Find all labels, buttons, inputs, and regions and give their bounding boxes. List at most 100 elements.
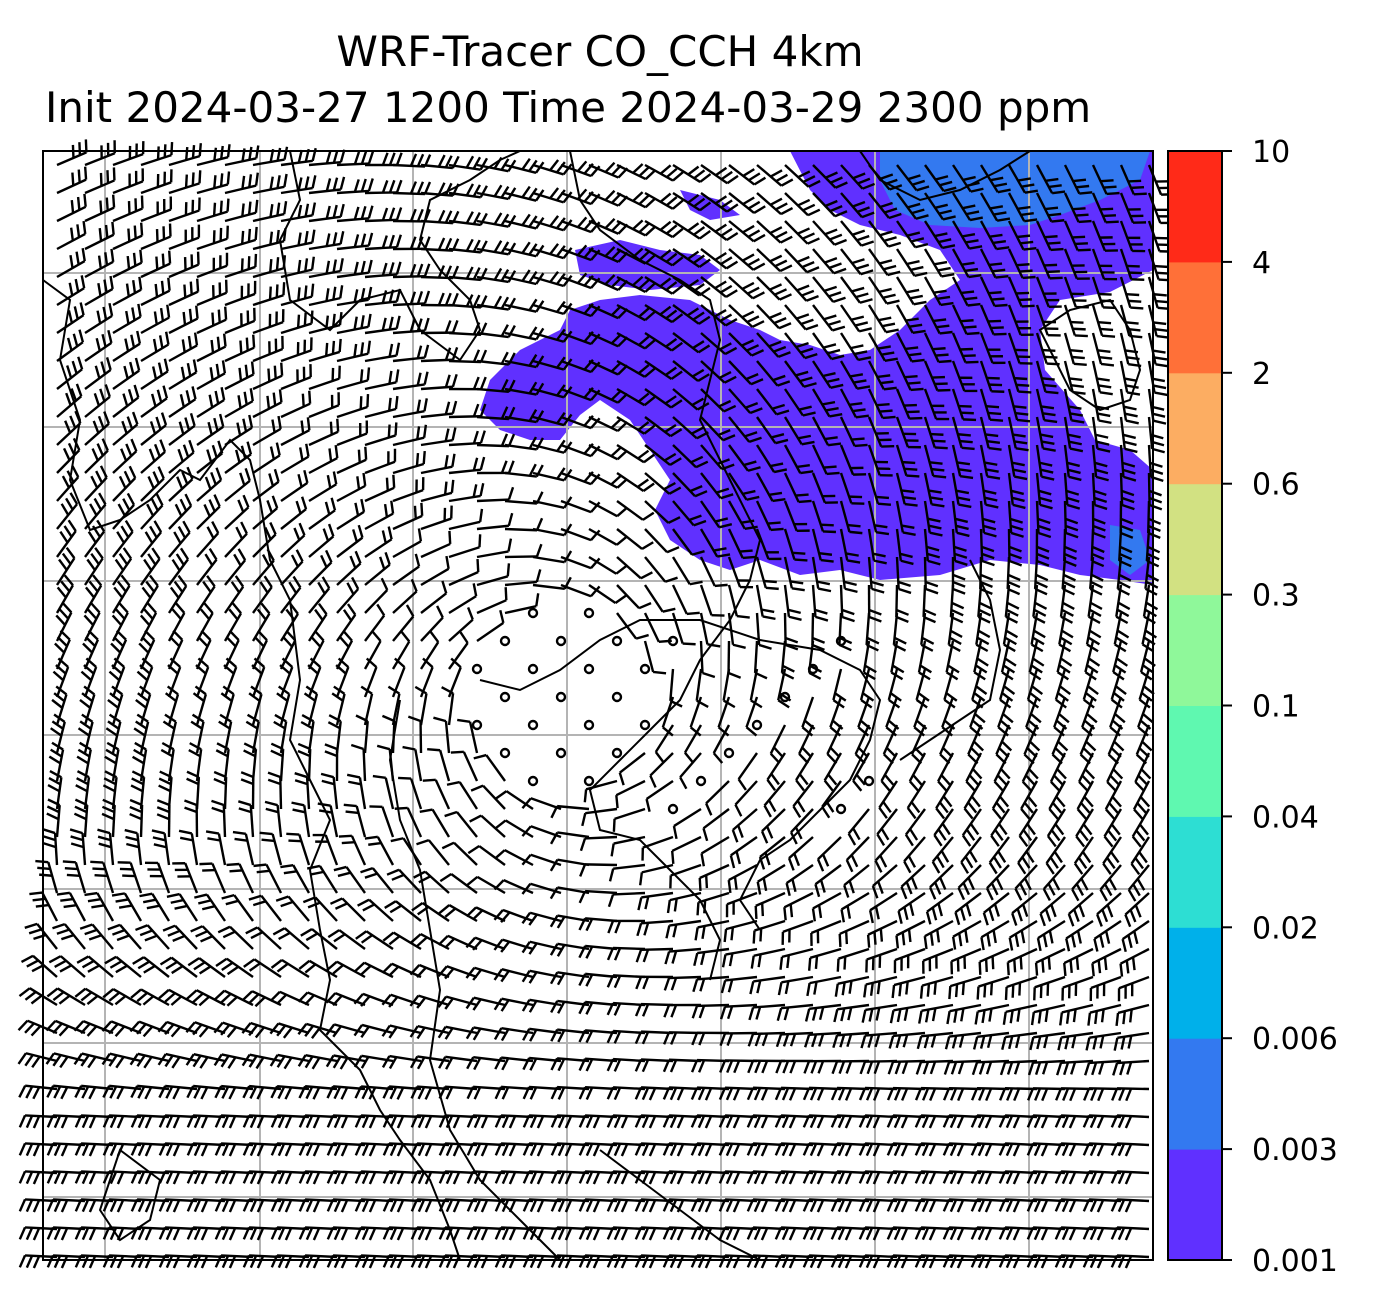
wind-barb <box>588 499 628 518</box>
calm-wind-circle <box>527 719 539 731</box>
wind-barb <box>224 494 250 530</box>
wind-barb <box>974 1003 1010 1025</box>
map-frame <box>42 150 1154 1261</box>
wind-barb <box>727 472 760 501</box>
calm-wind-circle <box>611 691 623 703</box>
wind-barb <box>1115 1003 1150 1027</box>
wind-barb <box>394 806 423 838</box>
wind-barb <box>1119 500 1134 539</box>
wind-barb <box>196 144 231 167</box>
wind-barb <box>308 176 346 195</box>
wind-barb <box>608 863 646 882</box>
wind-barb <box>353 1023 394 1038</box>
wind-barb <box>73 798 89 838</box>
wind-barb <box>1035 528 1050 567</box>
wind-barb <box>226 862 255 894</box>
wind-barb <box>280 469 309 502</box>
wind-barb <box>683 724 703 764</box>
wind-barb <box>832 1031 870 1049</box>
wind-barb <box>811 472 838 504</box>
wind-barb <box>679 752 702 790</box>
wind-barb <box>97 828 115 866</box>
wind-barb <box>108 657 126 698</box>
wind-barb <box>46 798 61 838</box>
colorbar-segment <box>1168 927 1222 1039</box>
wind-barb <box>56 193 87 223</box>
wind-barb <box>73 1052 114 1069</box>
wind-barb <box>264 800 283 838</box>
wind-barb <box>1063 947 1094 977</box>
wind-barb <box>1063 528 1078 567</box>
wind-barb <box>1095 892 1122 927</box>
wind-barb <box>185 1021 226 1038</box>
wind-barb <box>588 274 629 292</box>
wind-barb <box>700 248 739 270</box>
wind-barb <box>756 416 789 445</box>
wind-barb <box>140 466 165 502</box>
wind-barb <box>1127 864 1150 902</box>
wind-barb <box>783 891 814 921</box>
wind-barb <box>644 528 680 554</box>
wind-barb <box>836 947 870 972</box>
wind-barb <box>1091 220 1118 252</box>
wind-barb <box>196 494 221 530</box>
wind-barb <box>749 975 786 995</box>
wind-barb <box>129 798 144 838</box>
wind-barb <box>381 993 422 1008</box>
wind-barb <box>409 994 450 1009</box>
wind-barb <box>1099 864 1122 902</box>
wind-barb <box>1132 780 1151 820</box>
wind-barb <box>504 593 540 615</box>
wind-barb <box>224 226 258 251</box>
wind-barb <box>196 333 227 363</box>
wind-barb <box>308 392 340 419</box>
wind-barb <box>308 523 335 558</box>
wind-barb <box>923 248 955 278</box>
wind-barb <box>437 934 478 951</box>
wind-barb <box>144 861 171 894</box>
wind-barb <box>112 303 142 335</box>
wind-barb <box>140 277 171 307</box>
wind-barb <box>111 602 129 642</box>
wind-barb <box>755 472 786 503</box>
wind-barb <box>845 836 870 873</box>
wind-barb <box>448 508 484 531</box>
wind-barb <box>665 919 702 939</box>
wind-barb <box>727 863 758 894</box>
wind-barb <box>252 522 277 558</box>
wind-barb <box>196 547 218 586</box>
wind-barb <box>982 892 1010 926</box>
wind-barb <box>616 556 653 580</box>
wind-barb <box>871 864 898 899</box>
wind-barb <box>923 444 947 479</box>
wind-barb <box>1091 192 1119 224</box>
wind-barb <box>168 493 193 530</box>
calm-wind-circle <box>667 803 679 815</box>
wind-barb <box>802 1170 842 1185</box>
wind-barb <box>1063 444 1082 482</box>
wind-barb <box>252 228 287 251</box>
wind-barb <box>990 808 1010 847</box>
wind-barb <box>211 799 227 838</box>
wind-barb <box>101 798 116 838</box>
wind-barb <box>467 845 506 866</box>
wind-barb <box>336 340 372 363</box>
wind-barb <box>737 752 758 791</box>
wind-barb <box>140 250 172 279</box>
wind-barb <box>811 500 837 534</box>
wind-barb <box>376 744 395 782</box>
wind-barb <box>699 640 716 679</box>
wind-barb <box>308 471 338 503</box>
colorbar-tick-label: 0.001 <box>1252 1244 1338 1279</box>
wind-barb <box>862 640 877 681</box>
wind-barb <box>1018 808 1039 848</box>
wind-barb <box>641 835 674 861</box>
wind-barb <box>129 1020 170 1038</box>
wind-barb <box>1046 808 1067 848</box>
wind-barb <box>242 1170 282 1185</box>
wind-barb <box>720 975 758 994</box>
wind-barb <box>895 360 924 392</box>
wind-barb <box>364 422 398 447</box>
wind-barb <box>448 183 488 199</box>
